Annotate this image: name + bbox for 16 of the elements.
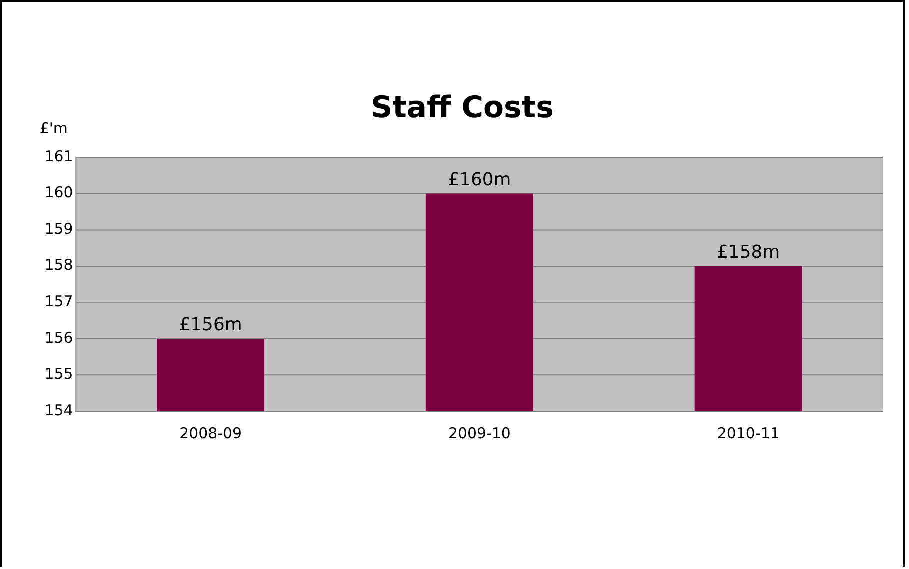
y-tick-label: 156 bbox=[44, 328, 74, 347]
x-tick-label: 2009-10 bbox=[448, 424, 511, 442]
y-axis-title: £'m bbox=[40, 119, 68, 138]
y-tick-label: 154 bbox=[44, 401, 74, 420]
y-tick-label: 159 bbox=[44, 220, 74, 238]
x-tick-label: 2008-09 bbox=[180, 424, 242, 442]
data-label: £156m bbox=[179, 314, 242, 336]
y-tick-label: 161 bbox=[44, 147, 74, 166]
y-tick-label: 157 bbox=[44, 292, 74, 311]
y-tick-label: 155 bbox=[44, 365, 74, 384]
y-tick-label: 160 bbox=[44, 184, 74, 202]
data-label: £160m bbox=[448, 169, 512, 190]
y-tick-label: 158 bbox=[44, 256, 74, 274]
x-tick-label: 2010-11 bbox=[717, 424, 780, 442]
data-label: £158m bbox=[717, 242, 780, 264]
chart-title: Staff Costs bbox=[371, 90, 554, 126]
